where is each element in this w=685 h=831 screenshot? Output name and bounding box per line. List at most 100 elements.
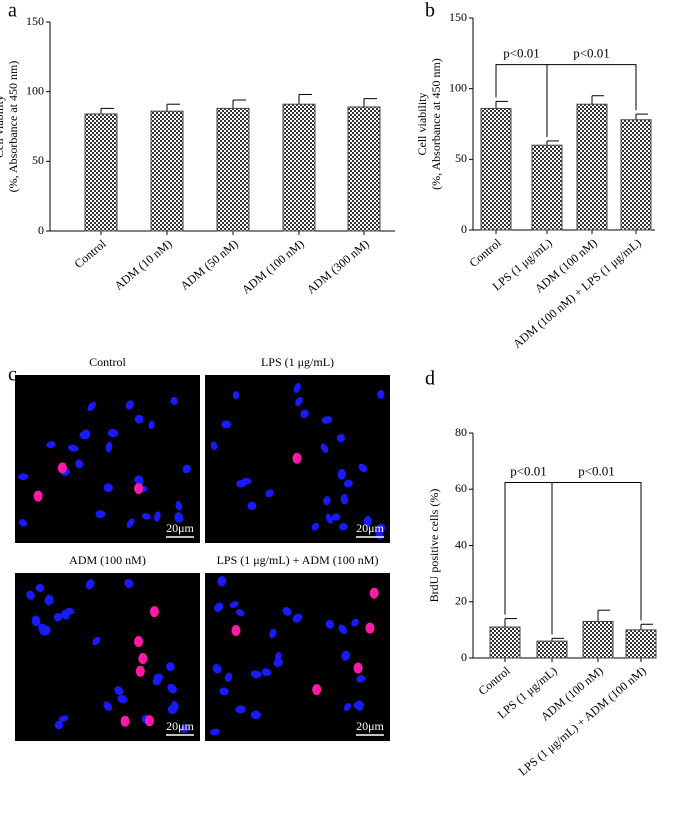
nucleus (35, 583, 45, 592)
nucleus (125, 400, 134, 410)
panel-letter: b (425, 0, 435, 22)
nucleus (165, 662, 175, 671)
nucleus (247, 501, 257, 511)
nucleus (282, 606, 292, 616)
nucleus (210, 441, 218, 451)
nucleus (171, 701, 179, 711)
nucleus (107, 428, 119, 438)
nucleus (167, 683, 177, 694)
significance-label: p<0.01 (578, 463, 615, 478)
nucleus (182, 464, 191, 474)
nucleus (325, 619, 334, 629)
x-tick-label: Control (72, 236, 110, 271)
panel-letter: c (8, 364, 17, 386)
brdu-nucleus (231, 624, 241, 636)
nucleus (217, 575, 227, 587)
nucleus (180, 725, 189, 733)
nucleus (95, 510, 106, 519)
nucleus (213, 602, 224, 612)
y-tick-label: 50 (455, 151, 467, 165)
nucleus (92, 636, 101, 646)
nucleus (19, 519, 27, 527)
significance-bracket (546, 64, 637, 137)
x-tick-label: Control (476, 663, 514, 698)
nucleus (336, 433, 346, 443)
y-tick-label: 20 (455, 594, 467, 608)
nucleus (340, 493, 349, 505)
significance-bracket (551, 482, 642, 635)
significance-label: p<0.01 (510, 463, 547, 478)
nucleus (134, 414, 144, 424)
brdu-nucleus (144, 715, 154, 727)
nucleus (261, 668, 272, 677)
nucleus (58, 715, 69, 722)
brdu-nucleus (120, 715, 130, 727)
brdu-nucleus (353, 662, 363, 674)
nucleus (224, 672, 233, 682)
y-tick-label: 150 (449, 10, 467, 24)
nucleus (250, 670, 262, 679)
nucleus (377, 389, 385, 399)
bar (84, 113, 118, 232)
brdu-nucleus (149, 606, 159, 618)
nucleus (232, 391, 240, 400)
scale-bar-label: 20μm (356, 521, 384, 535)
nucleus (292, 613, 303, 623)
nucleus (236, 479, 246, 488)
x-tick-label: ADM (100 nM) (239, 237, 307, 297)
y-axis-label: Cell viability (0, 95, 6, 158)
nucleus (103, 483, 113, 493)
nucleus (351, 618, 359, 627)
image-label: LPS (1 μg/mL) (261, 355, 334, 369)
nucleus (65, 608, 75, 615)
brdu-nucleus (33, 490, 43, 502)
y-axis-label: BrdU positive cells (%) (427, 489, 441, 603)
image-label: Control (89, 355, 126, 369)
bar (620, 119, 652, 231)
nucleus (43, 625, 51, 635)
nucleus (87, 401, 96, 412)
nucleus (265, 489, 274, 498)
nucleus (221, 420, 232, 429)
y-tick-label: 0 (461, 650, 467, 664)
nucleus (124, 578, 134, 588)
nucleus (53, 613, 63, 622)
x-tick-label: ADM (300 nM) (304, 237, 372, 297)
bar (531, 144, 563, 231)
x-tick-label: ADM (50 nM) (178, 237, 241, 293)
nucleus (175, 501, 183, 511)
bar (536, 640, 568, 659)
nucleus (363, 515, 372, 527)
nucleus (229, 601, 239, 608)
bar (282, 103, 316, 232)
nucleus (210, 728, 220, 736)
significance-label: p<0.01 (503, 46, 540, 61)
nucleus (148, 420, 155, 430)
panel-letter: d (425, 368, 435, 390)
brdu-nucleus (292, 452, 302, 464)
x-tick-label: Control (467, 235, 505, 270)
nucleus (273, 658, 283, 668)
y-tick-label: 100 (26, 83, 44, 97)
nucleus (114, 686, 124, 696)
nucleus (105, 441, 113, 453)
y-tick-label: 100 (449, 80, 467, 94)
bar (347, 106, 381, 232)
scale-bar-label: 20μm (166, 521, 194, 535)
nucleus (117, 695, 128, 704)
brdu-nucleus (134, 483, 144, 495)
nucleus (325, 513, 333, 524)
panel-letter: a (8, 0, 17, 22)
nucleus (250, 710, 261, 720)
nucleus (212, 663, 222, 674)
y-tick-label: 60 (455, 481, 467, 495)
micrograph (15, 573, 200, 741)
nucleus (103, 701, 112, 711)
brdu-nucleus (57, 462, 67, 474)
nucleus (321, 416, 333, 424)
y-axis-label: (%, Absorbance at 450 nm) (429, 58, 443, 190)
brdu-nucleus (135, 665, 145, 677)
image-label: LPS (1 μg/mL) + ADM (100 nM) (217, 553, 379, 567)
nucleus (269, 628, 277, 639)
